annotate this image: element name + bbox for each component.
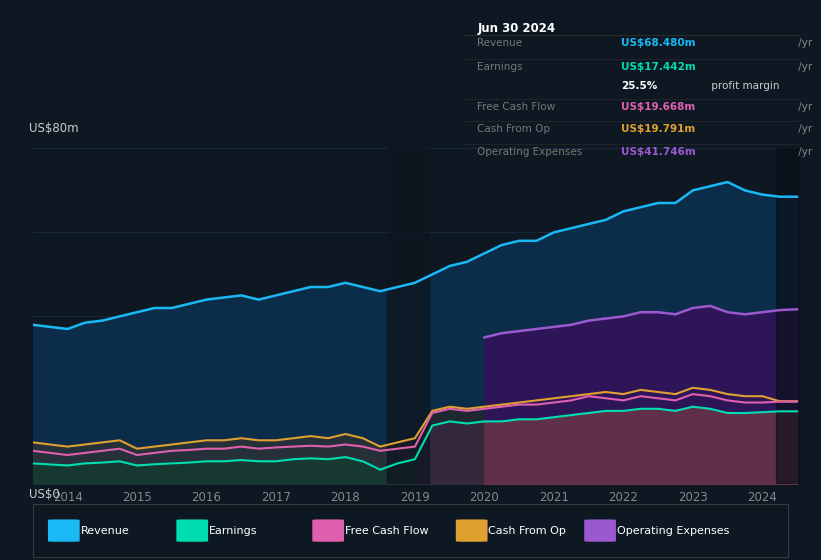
Text: /yr: /yr (796, 147, 813, 157)
Text: US$80m: US$80m (29, 122, 79, 135)
FancyBboxPatch shape (48, 520, 80, 542)
Text: US$68.480m: US$68.480m (621, 38, 696, 48)
Text: US$19.668m: US$19.668m (621, 102, 695, 113)
FancyBboxPatch shape (177, 520, 208, 542)
Text: /yr: /yr (796, 62, 813, 72)
Text: US$17.442m: US$17.442m (621, 62, 696, 72)
FancyBboxPatch shape (312, 520, 344, 542)
Text: Cash From Op: Cash From Op (488, 526, 566, 535)
Text: US$0: US$0 (29, 488, 60, 501)
Text: /yr: /yr (796, 102, 813, 113)
Text: Earnings: Earnings (477, 62, 523, 72)
Text: US$19.791m: US$19.791m (621, 124, 695, 134)
Text: 25.5%: 25.5% (621, 81, 658, 91)
Bar (388, 148, 429, 484)
FancyBboxPatch shape (585, 520, 616, 542)
Text: US$41.746m: US$41.746m (621, 147, 696, 157)
Text: Operating Expenses: Operating Expenses (477, 147, 583, 157)
FancyBboxPatch shape (456, 520, 488, 542)
Text: Jun 30 2024: Jun 30 2024 (477, 22, 555, 35)
Text: Revenue: Revenue (477, 38, 522, 48)
Bar (776, 148, 804, 484)
Text: Earnings: Earnings (209, 526, 257, 535)
FancyBboxPatch shape (33, 504, 788, 557)
Text: profit margin: profit margin (709, 81, 780, 91)
Text: Cash From Op: Cash From Op (477, 124, 550, 134)
Text: /yr: /yr (796, 38, 813, 48)
Text: Revenue: Revenue (80, 526, 129, 535)
Text: Operating Expenses: Operating Expenses (617, 526, 729, 535)
Text: Free Cash Flow: Free Cash Flow (477, 102, 555, 113)
Text: /yr: /yr (796, 124, 813, 134)
Text: Free Cash Flow: Free Cash Flow (345, 526, 429, 535)
